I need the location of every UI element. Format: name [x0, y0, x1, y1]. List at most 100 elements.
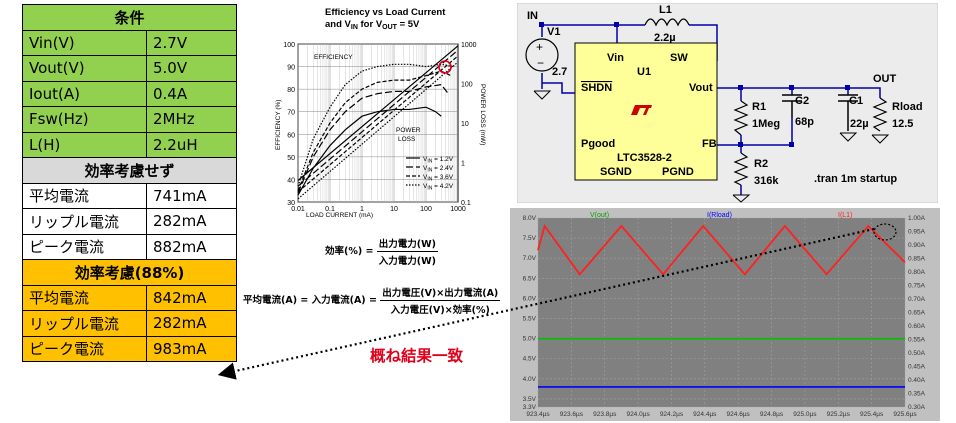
efficiency-x-tick-label: 10 [390, 206, 398, 213]
power-loss-label-1: POWER [396, 127, 421, 134]
efficiency-formula-numerator: 出力電力(W) [376, 236, 438, 252]
efficiency-y-tick-label: 100 [283, 42, 295, 49]
c1-label: C1 [849, 95, 863, 107]
condition-value: 2.7V [146, 29, 237, 56]
power-loss-y-tick-label: 100 [461, 82, 473, 89]
power-loss-y-tick-label: 1 [461, 161, 465, 168]
efficiency-plot-frame [297, 43, 459, 203]
spice-directive: .tran 1m startup [814, 173, 897, 185]
efficiency-label: ピーク電流 [22, 335, 147, 362]
waveform-x-tick-label: 923.6µs [560, 411, 584, 418]
efficiency-value: 842mA [146, 284, 237, 311]
waveform-y2-tick-label: 0.30A [908, 404, 926, 411]
waveform-x-tick-label: 924.6µs [727, 411, 751, 418]
average-current-formula-numerator: 出力電圧(V)×出力電流(A) [380, 285, 501, 301]
c1-ground-icon [839, 132, 858, 142]
waveform-viewer[interactable]: 923.4µs 923.6µs 923.8µs 924.0µs 924.2µs 924.4… [510, 208, 940, 421]
schematic: + − IN V1 2.7 L1 2.2µ Vin SW U1 SHDN Vou… [517, 3, 938, 203]
legend-entry: VIN = 3.6V [423, 174, 454, 183]
table-row: リップル電流 282mA [22, 310, 237, 337]
power-loss-y-tick-label: 0.1 [461, 200, 471, 207]
efficiency-x-tick-label: 1 [360, 206, 364, 213]
condition-label: Iout(A) [22, 80, 147, 107]
condition-label: L(H) [22, 131, 147, 158]
table-row: リップル電流 282mA [22, 208, 237, 235]
u1-label: U1 [637, 66, 651, 78]
efficiency-x-tick-label: 0.1 [325, 206, 335, 213]
efficiency-ylabel: EFFICIENCY (%) [275, 100, 282, 150]
waveform-y-tick-label: 3.3V [523, 404, 537, 411]
efficiency-curve-label: EFFICIENCY [314, 54, 353, 61]
waveform-x-tick-label: 925.4µs [860, 411, 884, 418]
svg-text:+: + [536, 40, 543, 54]
condition-value: 2MHz [146, 106, 237, 133]
l1-value: 2.2µ [654, 32, 676, 44]
rload-value: 12.5 [892, 118, 913, 130]
waveform-y2-tick-label: 0.80A [908, 269, 926, 276]
waveform-y-tick-label: 4.0V [523, 376, 537, 383]
efficiency-series-line [297, 63, 454, 187]
inductor-symbol [644, 18, 690, 27]
v1-source-symbol [525, 38, 559, 72]
power-loss-ylabel: POWER LOSS (mW) [479, 84, 486, 145]
power-loss-series-line [297, 45, 459, 181]
waveform-y-tick-label: 4.5V [523, 356, 537, 363]
ground-icon [533, 90, 552, 100]
trace-label-il1[interactable]: I(L1) [838, 212, 852, 219]
legend-entry: VIN = 1.2V [423, 156, 454, 165]
waveform-ticks: 923.4µs 923.6µs 923.8µs 924.0µs 924.2µs 924.4… [523, 215, 926, 418]
no-efficiency-value: 741mA [146, 182, 237, 209]
efficiency-series-line [297, 70, 452, 191]
waveform-x-tick-label: 924.2µs [660, 411, 684, 418]
v1-label: V1 [547, 26, 560, 38]
condition-label: Fsw(Hz) [22, 106, 147, 133]
schematic-nodes [539, 22, 850, 147]
efficiency-y-tick-label: 30 [287, 200, 295, 207]
waveform-y-tick-label: 6.5V [523, 275, 537, 282]
waveform-y-tick-label: 6.0V [523, 295, 537, 302]
waveform-y-tick-label: 7.0V [523, 255, 537, 262]
waveform-y2-tick-label: 0.85A [908, 256, 926, 263]
pin-pgood: Pgood [581, 138, 615, 150]
trace-label-irload[interactable]: I(Rload) [707, 212, 732, 219]
efficiency-y-tick-label: 90 [287, 65, 295, 72]
no-efficiency-header-row: 効率考慮せず [22, 157, 237, 184]
r2-label: R2 [754, 158, 768, 170]
efficiency-series-line [297, 106, 442, 196]
waveform-x-tick-label: 924.8µs [760, 411, 784, 418]
efficiency-chart: Efficiency vs Load Current and VIN for V… [275, 7, 486, 219]
efficiency-xlabel: LOAD CURRENT (mA) [306, 212, 373, 219]
trace-label-vout[interactable]: V(out) [590, 212, 609, 219]
conditions-header-row: 条件 [22, 4, 237, 31]
waveform-x-tick-label: 925.2µs [827, 411, 851, 418]
waveform-y2-tick-label: 0.70A [908, 296, 926, 303]
out-net-label: OUT [873, 73, 897, 85]
match-label: 概ね結果一致 [370, 347, 464, 365]
efficiency-y-tick-label: 40 [287, 177, 295, 184]
efficiency-value: 983mA [146, 335, 237, 362]
efficiency-y-tick-label: 60 [287, 132, 295, 139]
table-row: Fsw(Hz) 2MHz [22, 106, 237, 133]
conditions-table: 条件 Vin(V) 2.7V Vout(V) 5.0V Iout(A) 0.4A Fsw(Hz… [22, 4, 237, 362]
r1-label: R1 [752, 101, 766, 113]
c2-capacitor-symbol [782, 94, 802, 118]
waveform-y-tick-label: 5.5V [523, 316, 537, 323]
lt-logo-icon [631, 105, 652, 115]
waveform-y-tick-label: 3.5V [523, 396, 537, 403]
legend-entry: VIN = 2.4V [423, 165, 454, 174]
v1-value: 2.7 [552, 66, 567, 78]
efficiency-x-tick-label: 1000 [450, 206, 466, 213]
table-row: L(H) 2.2uH [22, 131, 237, 158]
waveform-x-tick-label: 924.4µs [693, 411, 717, 418]
conditions-header: 条件 [22, 4, 237, 31]
table-row: 平均電流 842mA [22, 284, 237, 311]
waveform-y2-tick-label: 0.90A [908, 242, 926, 249]
r2-ground-icon [732, 194, 751, 203]
efficiency-value: 282mA [146, 310, 237, 337]
average-current-formula-lhs: 平均電流(A) = 入力電流(A) = [243, 295, 377, 306]
table-row: Iout(A) 0.4A [22, 80, 237, 107]
pin-sw: SW [670, 52, 688, 64]
efficiency-label: リップル電流 [22, 310, 147, 337]
c2-value: 68p [795, 116, 814, 128]
